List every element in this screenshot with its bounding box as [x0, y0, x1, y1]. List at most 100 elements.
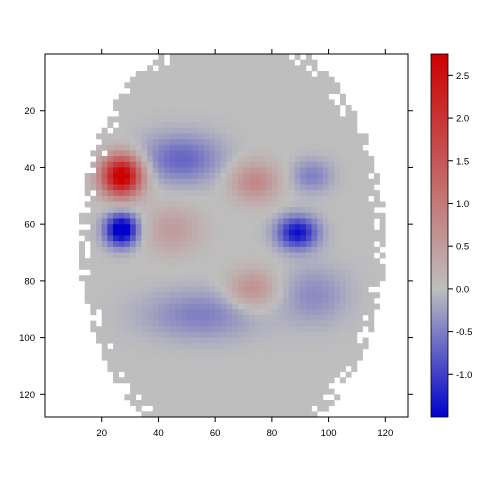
heatmap-cell	[175, 371, 182, 378]
heatmap-cell	[317, 348, 324, 355]
heatmap-cell	[334, 309, 341, 316]
heatmap-cell	[135, 320, 142, 327]
heatmap-cell	[351, 286, 358, 293]
heatmap-cell	[317, 399, 324, 406]
heatmap-cell	[305, 139, 312, 146]
heatmap-cell	[345, 246, 352, 253]
heatmap-cell	[317, 235, 324, 242]
heatmap-cell	[368, 292, 375, 299]
heatmap-cell	[334, 252, 341, 259]
heatmap-cell	[232, 388, 239, 395]
heatmap-cell	[107, 173, 114, 180]
heatmap-cell	[158, 258, 165, 265]
heatmap-cell	[158, 71, 165, 77]
heatmap-cell	[215, 212, 222, 219]
heatmap-cell	[130, 297, 137, 304]
heatmap-cell	[334, 184, 341, 191]
heatmap-cell	[101, 354, 108, 361]
heatmap-cell	[226, 144, 233, 151]
heatmap-cell	[277, 178, 284, 185]
heatmap-cell	[186, 229, 193, 236]
heatmap-cell	[181, 144, 188, 151]
heatmap-cell	[334, 173, 341, 180]
heatmap-cell	[294, 394, 301, 401]
heatmap-cell	[368, 252, 375, 259]
heatmap-cell	[237, 399, 244, 406]
heatmap-cell	[135, 331, 142, 338]
heatmap-cell	[317, 354, 324, 361]
heatmap-cell	[209, 76, 216, 83]
heatmap-cell	[243, 394, 250, 401]
heatmap-cell	[322, 88, 329, 94]
heatmap-cell	[107, 280, 114, 287]
heatmap-cell	[169, 105, 176, 112]
heatmap-cell	[175, 360, 182, 367]
colorbar-tick-label: 1.5	[456, 156, 469, 167]
heatmap-cell	[249, 303, 256, 310]
heatmap-cell	[311, 195, 318, 202]
heatmap-cell	[113, 156, 120, 163]
heatmap-cell	[147, 156, 154, 163]
heatmap-cell	[283, 173, 290, 180]
heatmap-cell	[305, 365, 312, 372]
heatmap-cell	[260, 173, 267, 180]
heatmap-cell	[249, 190, 256, 197]
heatmap-cell	[186, 218, 193, 225]
heatmap-cell	[254, 280, 261, 287]
heatmap-cell	[130, 275, 137, 282]
heatmap-cell	[362, 246, 369, 253]
heatmap-cell	[215, 297, 222, 304]
heatmap-cell	[192, 399, 199, 406]
heatmap-cell	[113, 150, 120, 157]
heatmap-cell	[237, 173, 244, 180]
heatmap-cell	[158, 218, 165, 225]
heatmap-cell	[266, 218, 273, 225]
heatmap-cell	[192, 54, 199, 60]
heatmap-cell	[243, 195, 250, 202]
heatmap-cell	[152, 337, 159, 344]
heatmap-cell	[135, 252, 142, 259]
heatmap-cell	[237, 212, 244, 219]
heatmap-cell	[260, 218, 267, 225]
heatmap-cell	[152, 343, 159, 350]
heatmap-cell	[203, 354, 210, 361]
heatmap-cell	[249, 326, 256, 333]
heatmap-cell	[186, 337, 193, 344]
heatmap-cell	[243, 116, 250, 123]
heatmap-cell	[249, 235, 256, 242]
heatmap-cell	[164, 207, 171, 214]
heatmap-cell	[249, 173, 256, 180]
heatmap-cell	[169, 212, 176, 219]
heatmap-cell	[175, 178, 182, 185]
heatmap-cell	[203, 258, 210, 265]
heatmap-cell	[169, 275, 176, 282]
heatmap-cell	[164, 127, 171, 134]
heatmap-cell	[209, 88, 216, 94]
heatmap-cell	[220, 263, 227, 270]
heatmap-cell	[209, 122, 216, 129]
heatmap-cell	[271, 275, 278, 282]
heatmap-cell	[271, 178, 278, 185]
heatmap-cell	[175, 150, 182, 157]
heatmap-cell	[311, 343, 318, 350]
heatmap-cell	[186, 99, 193, 106]
heatmap-cell	[209, 371, 216, 378]
heatmap-cell	[237, 161, 244, 168]
heatmap-cell	[368, 309, 375, 316]
heatmap-cell	[288, 252, 295, 259]
heatmap-cell	[300, 88, 307, 94]
heatmap-cell	[130, 280, 137, 287]
heatmap-cell	[322, 139, 329, 146]
heatmap-cell	[215, 184, 222, 191]
heatmap-cell	[260, 150, 267, 157]
heatmap-cell	[220, 252, 227, 259]
heatmap-cell	[96, 297, 103, 304]
heatmap-cell	[198, 263, 205, 270]
heatmap-cell	[130, 82, 137, 89]
heatmap-cell	[141, 173, 148, 180]
heatmap-cell	[181, 195, 188, 202]
heatmap-cell	[373, 190, 380, 197]
heatmap-cell	[232, 326, 239, 333]
heatmap-cell	[288, 133, 295, 140]
heatmap-cell	[249, 331, 256, 338]
